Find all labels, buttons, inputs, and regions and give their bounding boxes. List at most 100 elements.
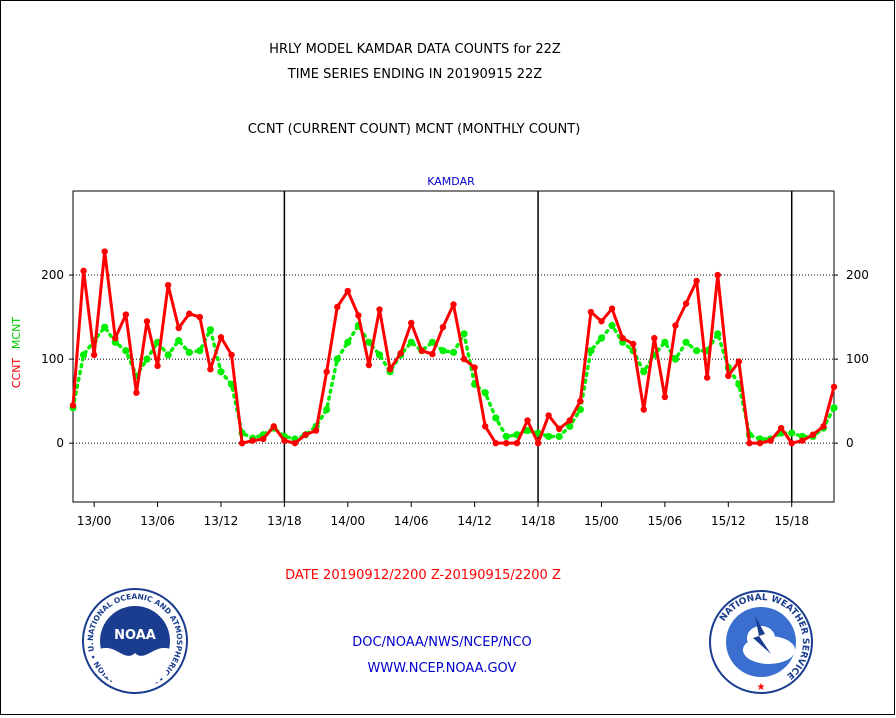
gridlines <box>73 274 834 444</box>
point-ccnt-66 <box>767 437 774 444</box>
point-mcnt-45 <box>545 432 553 441</box>
point-ccnt-19 <box>270 423 278 430</box>
point-mcnt-24 <box>323 405 331 414</box>
point-ccnt-71 <box>820 423 827 430</box>
point-mcnt-39 <box>481 389 489 397</box>
point-mcnt-29 <box>375 351 384 359</box>
y-axis-title-ccnt: CCNT <box>10 358 23 389</box>
point-mcnt-59 <box>692 347 701 355</box>
point-ccnt-22 <box>302 431 309 438</box>
point-ccnt-11 <box>186 310 193 317</box>
nws-logo: NATIONAL WEATHER SERVICE ★ <box>709 590 813 694</box>
point-mcnt-13 <box>206 326 215 334</box>
y-tick-label-right-2: 200 <box>846 268 869 282</box>
x-tick-label-3: 13/18 <box>267 514 302 528</box>
point-mcnt-68 <box>788 429 796 437</box>
point-mcnt-50 <box>597 334 606 342</box>
point-mcnt-51 <box>608 321 616 330</box>
y-tick-label-left-2: 200 <box>41 268 64 282</box>
point-mcnt-35 <box>439 347 447 355</box>
y-tick-label-right-1: 100 <box>846 352 869 366</box>
point-ccnt-8 <box>154 362 161 370</box>
point-ccnt-41 <box>503 439 510 447</box>
y-ticks: 0 0 100 100 200 200 <box>41 268 869 450</box>
point-ccnt-27 <box>355 312 362 319</box>
noaa-logo: NATIONAL OCEANIC AND ATMOSPHERIC ADMINIS… <box>82 588 188 694</box>
x-tick-label-0: 13/00 <box>77 514 112 528</box>
point-ccnt-28 <box>365 361 373 369</box>
point-mcnt-72 <box>830 404 838 412</box>
point-ccnt-67 <box>777 424 785 432</box>
point-ccnt-10 <box>175 324 182 332</box>
point-ccnt-58 <box>682 300 690 307</box>
chart-subtitle: CCNT (CURRENT COUNT) MCNT (MONTHLY COUNT… <box>248 122 581 137</box>
point-ccnt-30 <box>386 365 394 373</box>
station-label: KAMDAR <box>427 175 475 188</box>
point-ccnt-55 <box>651 334 658 342</box>
point-mcnt-3 <box>101 323 109 331</box>
point-ccnt-14 <box>217 334 225 341</box>
point-mcnt-12 <box>196 347 204 355</box>
y-axis-title: CCNT MCNT <box>10 317 23 388</box>
point-ccnt-57 <box>672 322 679 329</box>
point-ccnt-29 <box>376 306 383 313</box>
point-ccnt-69 <box>799 437 806 444</box>
point-ccnt-51 <box>608 305 616 312</box>
point-ccnt-4 <box>112 334 119 342</box>
y-axis-title-mcnt: MCNT <box>10 317 23 349</box>
day-dividers <box>283 191 793 502</box>
y-tick-label-left-0: 0 <box>56 436 64 450</box>
point-ccnt-21 <box>291 439 299 447</box>
point-ccnt-5 <box>122 311 130 318</box>
point-ccnt-17 <box>249 437 256 444</box>
x-tick-label-11: 15/18 <box>774 514 809 528</box>
point-ccnt-3 <box>101 248 108 255</box>
y-tick-label-left-1: 100 <box>41 352 64 366</box>
point-ccnt-39 <box>482 423 489 430</box>
x-tick-label-6: 14/12 <box>457 514 492 528</box>
point-ccnt-48 <box>577 397 584 405</box>
point-mcnt-11 <box>185 348 193 356</box>
x-tick-label-9: 15/06 <box>648 514 683 528</box>
noaa-logo-bird <box>100 647 170 690</box>
point-ccnt-49 <box>587 308 595 316</box>
point-ccnt-43 <box>524 417 531 424</box>
point-mcnt-9 <box>164 351 172 359</box>
point-ccnt-61 <box>714 271 721 279</box>
point-ccnt-52 <box>619 334 626 342</box>
point-ccnt-45 <box>545 412 552 419</box>
point-ccnt-6 <box>133 389 140 396</box>
point-ccnt-35 <box>439 323 447 331</box>
point-ccnt-23 <box>312 427 320 434</box>
point-ccnt-44 <box>534 439 542 447</box>
point-mcnt-10 <box>175 337 183 345</box>
point-ccnt-9 <box>164 281 172 289</box>
point-ccnt-38 <box>471 364 478 371</box>
point-ccnt-31 <box>397 350 404 357</box>
point-ccnt-59 <box>693 277 700 285</box>
series-group <box>69 248 838 447</box>
point-ccnt-46 <box>555 425 563 433</box>
nws-logo-star-icon: ★ <box>757 682 766 693</box>
point-ccnt-13 <box>207 365 214 373</box>
point-ccnt-25 <box>334 303 341 311</box>
point-ccnt-20 <box>281 437 288 444</box>
point-mcnt-36 <box>449 348 458 356</box>
point-mcnt-48 <box>576 405 584 414</box>
point-mcnt-26 <box>344 338 352 346</box>
point-ccnt-15 <box>228 351 235 359</box>
point-mcnt-58 <box>682 338 690 346</box>
point-ccnt-62 <box>725 372 732 380</box>
point-mcnt-37 <box>460 330 468 338</box>
point-ccnt-72 <box>830 383 838 391</box>
point-mcnt-49 <box>587 347 595 355</box>
point-mcnt-43 <box>523 426 532 435</box>
point-ccnt-16 <box>238 439 246 447</box>
x-axis-title: DATE 20190912/2200 Z-20190915/2200 Z <box>285 568 561 583</box>
point-mcnt-7 <box>143 355 151 363</box>
point-ccnt-18 <box>260 435 267 443</box>
point-mcnt-56 <box>661 338 669 346</box>
nws-logo-cloud-top <box>747 626 775 650</box>
